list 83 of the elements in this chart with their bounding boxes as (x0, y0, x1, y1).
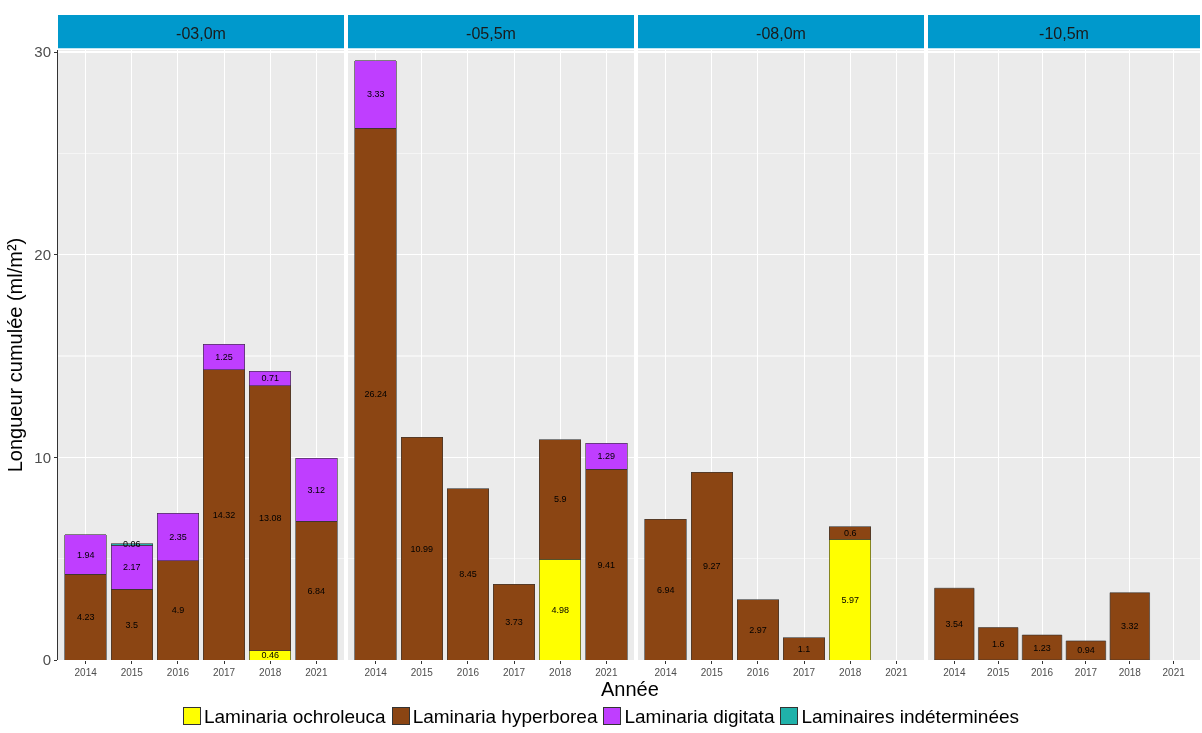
x-tick-label: 2017 (502, 667, 526, 678)
x-tick-label: 2018 (1118, 667, 1142, 678)
data-label: 8.45 (459, 569, 477, 580)
data-label: 9.27 (703, 561, 721, 572)
data-label: 0.6 (843, 527, 857, 538)
data-label: 3.32 (1121, 621, 1139, 632)
data-label: 13.08 (258, 513, 282, 524)
x-tick-label: 2021 (305, 667, 328, 678)
bar (736, 599, 779, 660)
bar (783, 637, 826, 660)
chart-title: -08,0m (756, 24, 806, 42)
bar (400, 436, 443, 660)
bar (493, 584, 536, 660)
data-label: 0.94 (1077, 645, 1095, 656)
bar (690, 471, 733, 660)
data-label: 1.25 (215, 352, 233, 363)
bar (1065, 640, 1106, 660)
x-tick-label: 2021 (1162, 667, 1186, 678)
bar (1109, 592, 1150, 660)
data-label: 0.71 (261, 373, 279, 384)
data-label: 9.41 (597, 559, 616, 570)
x-tick-label: 2017 (212, 667, 236, 678)
y-tick-label: 10 (34, 448, 51, 466)
x-tick-label: 2015 (410, 667, 434, 678)
bar (644, 519, 687, 660)
x-tick-label: 2015 (120, 667, 144, 678)
data-label: 6.84 (307, 585, 326, 596)
data-label: 2.97 (749, 624, 767, 635)
chart-title: -05,5m (466, 24, 516, 42)
x-tick-label: 2016 (166, 667, 190, 678)
y-tick-label: 0 (42, 651, 51, 669)
data-label: 14.32 (212, 509, 236, 520)
legend-label: Laminaria ochroleuca (202, 706, 386, 728)
bar (446, 488, 489, 660)
data-label: 2.35 (169, 531, 187, 542)
data-label: 10.99 (410, 543, 434, 554)
data-label: 4.9 (171, 605, 185, 616)
data-label: 2.17 (123, 562, 141, 573)
y-axis-title: Longueur cumulée (ml/m²) (3, 237, 26, 473)
data-label: 0.46 (261, 650, 279, 661)
x-tick-label: 2015 (987, 667, 1010, 678)
chart-title: -10,5m (1039, 24, 1089, 42)
x-tick-label: 2018 (839, 667, 862, 678)
data-label: 1.1 (797, 643, 811, 654)
data-label: 3.33 (366, 89, 385, 100)
x-tick-label: 2021 (595, 667, 618, 678)
data-label: 1.23 (1033, 642, 1051, 653)
x-axis-title: Année (601, 678, 659, 700)
chart-title: -03,0m (176, 24, 226, 42)
x-tick-label: 2017 (792, 667, 816, 678)
x-tick-label: 2017 (1074, 667, 1098, 678)
x-tick-label: 2014 (654, 667, 678, 678)
bar (978, 627, 1019, 660)
x-tick-label: 2015 (700, 667, 724, 678)
legend-label: Laminaria digitata (623, 706, 775, 728)
legend-label: Laminaria hyperborea (411, 706, 598, 728)
data-label: 3.54 (945, 619, 964, 630)
x-tick-label: 2014 (364, 667, 388, 678)
data-label: 5.9 (553, 494, 567, 505)
y-tick-label: 30 (34, 43, 51, 61)
bar (1022, 634, 1063, 660)
data-label: 4.23 (76, 612, 95, 623)
x-tick-label: 2014 (943, 667, 966, 678)
y-tick-label: 20 (34, 245, 51, 263)
data-label: 5.97 (841, 594, 859, 605)
x-tick-label: 2016 (746, 667, 770, 678)
data-label: 3.12 (307, 484, 326, 495)
bar (934, 587, 975, 660)
data-label: 26.24 (364, 389, 387, 400)
x-tick-label: 2018 (259, 667, 282, 678)
data-label: 1.29 (597, 451, 616, 462)
legend-label: Laminaires indéterminées (800, 706, 1020, 728)
x-tick-label: 2018 (549, 667, 572, 678)
data-label: 3.5 (125, 619, 139, 630)
x-tick-label: 2016 (456, 667, 480, 678)
data-label: 3.73 (505, 617, 523, 628)
data-label: 1.6 (991, 638, 1005, 649)
x-tick-label: 2021 (885, 667, 908, 678)
x-tick-label: 2016 (1030, 667, 1054, 678)
data-label: 1.94 (76, 549, 95, 560)
data-label: 4.98 (551, 604, 569, 615)
x-tick-label: 2014 (74, 667, 98, 678)
data-label: 6.94 (656, 584, 675, 595)
